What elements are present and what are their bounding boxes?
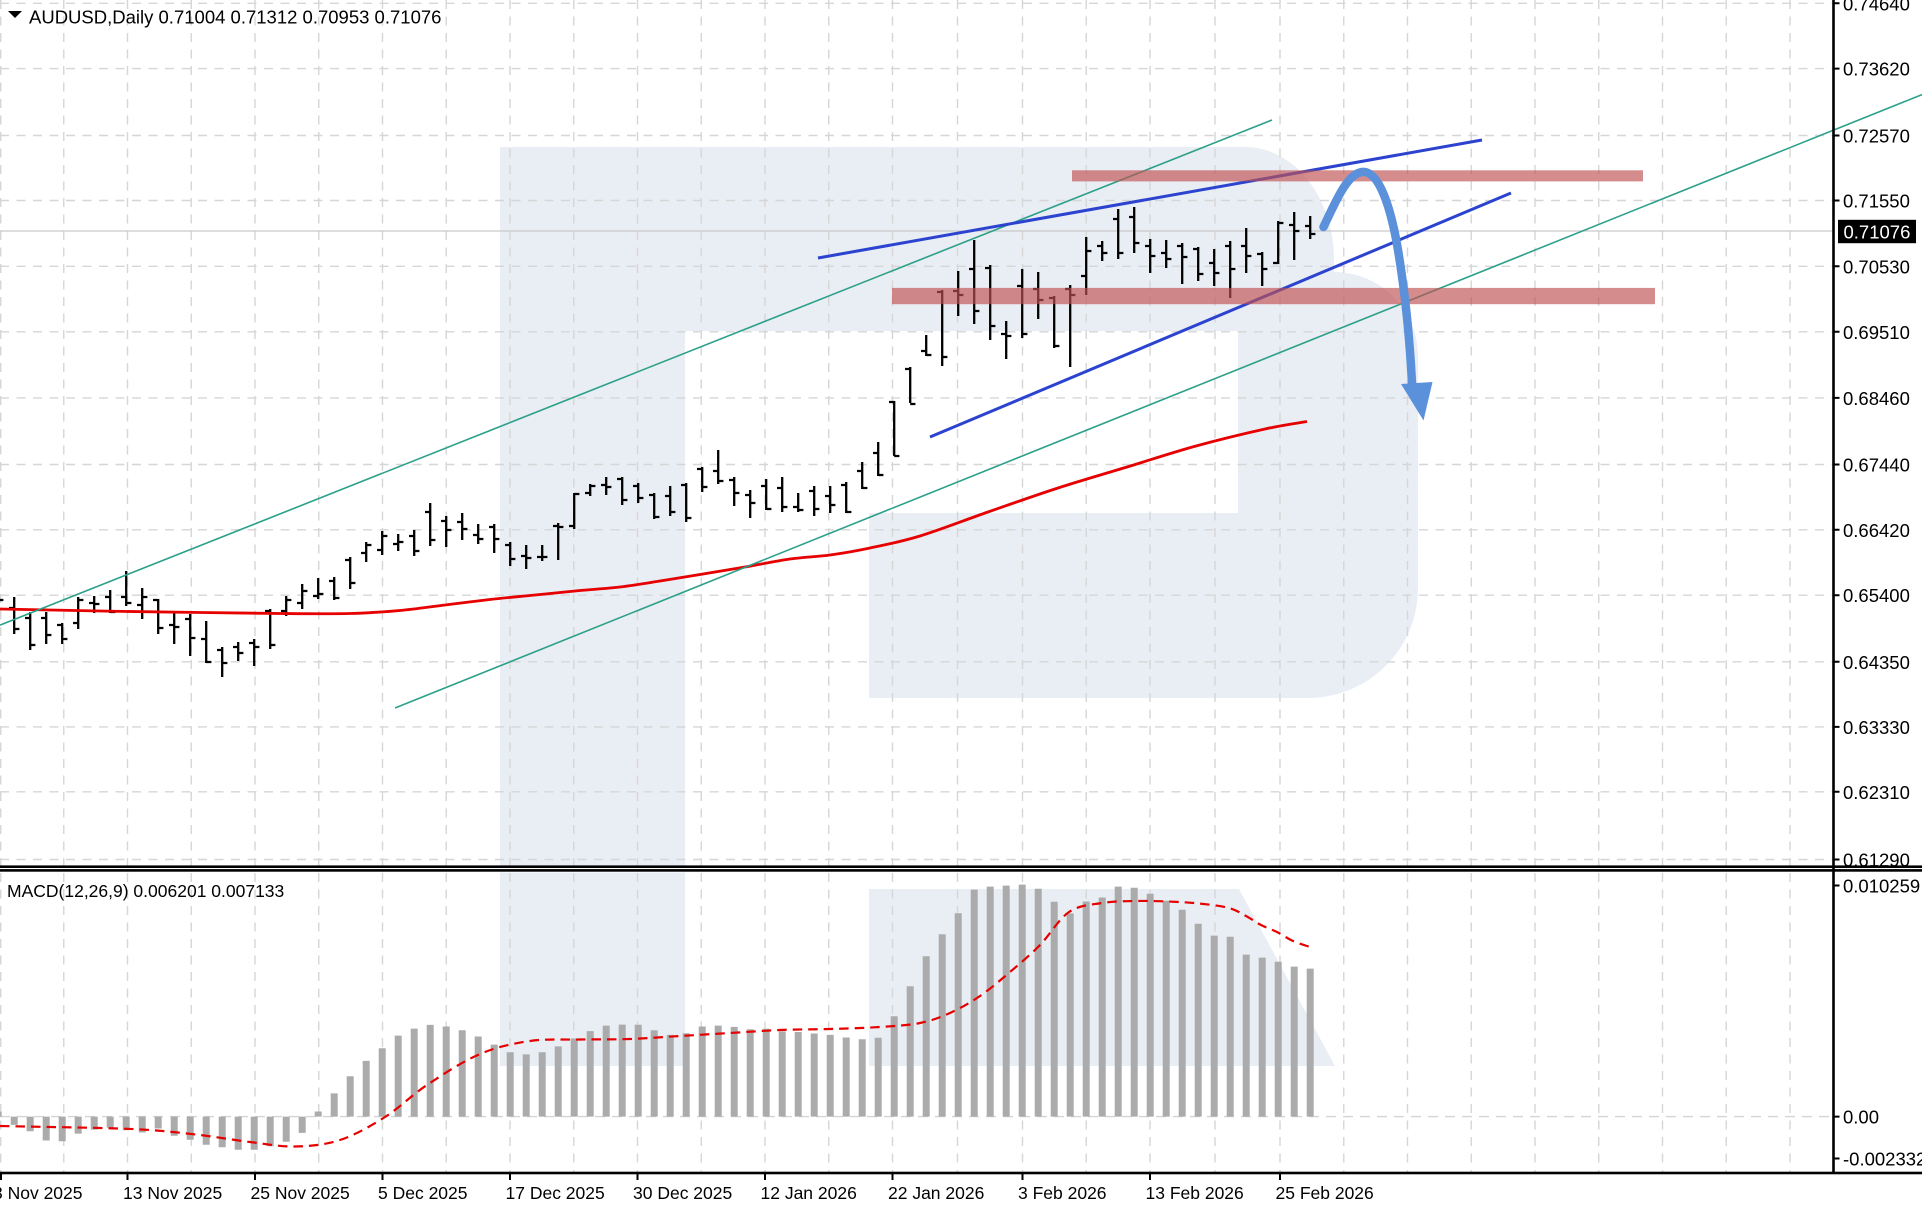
svg-text:0.74640: 0.74640	[1843, 0, 1910, 14]
svg-text:12 Jan 2026: 12 Jan 2026	[761, 1183, 857, 1203]
svg-text:0.61290: 0.61290	[1843, 850, 1910, 871]
svg-text:0.00: 0.00	[1843, 1107, 1879, 1128]
svg-text:0.73620: 0.73620	[1843, 59, 1910, 80]
svg-text:25 Feb 2026: 25 Feb 2026	[1276, 1183, 1374, 1203]
svg-text:0.71550: 0.71550	[1843, 191, 1910, 212]
svg-text:0.72570: 0.72570	[1843, 126, 1910, 147]
svg-text:5 Dec 2025: 5 Dec 2025	[378, 1183, 468, 1203]
svg-text:0.67440: 0.67440	[1843, 455, 1910, 476]
svg-text:3 Nov 2025: 3 Nov 2025	[0, 1183, 83, 1203]
svg-text:0.010259: 0.010259	[1843, 876, 1920, 897]
svg-text:13 Feb 2026: 13 Feb 2026	[1146, 1183, 1244, 1203]
svg-text:0.70530: 0.70530	[1843, 256, 1910, 277]
svg-text:0.71076: 0.71076	[1844, 222, 1911, 243]
svg-text:0.65400: 0.65400	[1843, 585, 1910, 606]
svg-text:25 Nov 2025: 25 Nov 2025	[251, 1183, 350, 1203]
svg-text:0.66420: 0.66420	[1843, 520, 1910, 541]
svg-text:0.62310: 0.62310	[1843, 782, 1910, 803]
svg-text:0.68460: 0.68460	[1843, 388, 1910, 409]
svg-text:0.64350: 0.64350	[1843, 652, 1910, 673]
svg-text:-0.002332: -0.002332	[1843, 1149, 1922, 1170]
svg-text:0.69510: 0.69510	[1843, 322, 1910, 343]
svg-text:3 Feb 2026: 3 Feb 2026	[1018, 1183, 1107, 1203]
svg-text:MACD(12,26,9) 0.006201 0.00713: MACD(12,26,9) 0.006201 0.007133	[7, 881, 284, 901]
svg-text:30 Dec 2025: 30 Dec 2025	[633, 1183, 732, 1203]
svg-text:0.63330: 0.63330	[1843, 717, 1910, 738]
svg-text:13 Nov 2025: 13 Nov 2025	[123, 1183, 222, 1203]
svg-text:17 Dec 2025: 17 Dec 2025	[506, 1183, 605, 1203]
svg-text:22 Jan 2026: 22 Jan 2026	[888, 1183, 984, 1203]
svg-text:AUDUSD,Daily 0.71004 0.71312: AUDUSD,Daily 0.71004 0.71312 0.70953 0.7…	[29, 7, 441, 28]
